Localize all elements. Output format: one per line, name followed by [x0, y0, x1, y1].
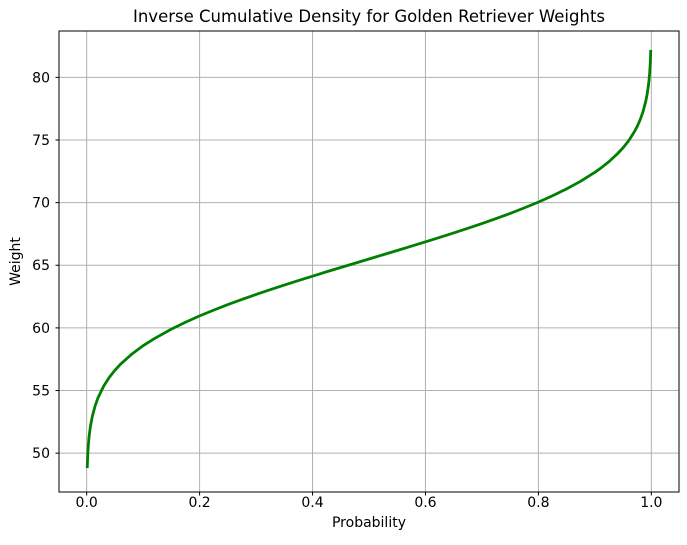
axis-tick-labels: 0.0 0.2 0.4 0.6 0.8 1.0 50 55 60 65 70 75 80: [32, 70, 662, 511]
y-tick-label: 55: [32, 383, 50, 399]
y-tick-label: 75: [32, 133, 50, 149]
data-series: [85, 49, 653, 469]
axes-spines: [58, 30, 680, 493]
y-tick-label: 65: [32, 258, 50, 274]
inverse-cdf-curve: [85, 49, 653, 469]
x-tick-label: 0.8: [527, 495, 549, 511]
x-axis-label: Probability: [332, 515, 406, 531]
grid-lines: [59, 31, 679, 492]
x-tick-label: 0.4: [301, 495, 323, 511]
y-tick-label: 60: [32, 321, 50, 337]
axis-tick-marks: [55, 76, 652, 496]
plot-area: [59, 31, 679, 492]
x-tick-label: 0.2: [188, 495, 210, 511]
x-tick-label: 0.6: [414, 495, 436, 511]
y-axis-label: Weight: [8, 237, 24, 286]
y-tick-label: 70: [32, 196, 50, 212]
chart-title: Inverse Cumulative Density for Golden Re…: [133, 7, 605, 26]
x-tick-label: 0.0: [76, 495, 98, 511]
y-tick-label: 80: [32, 70, 50, 86]
x-tick-label: 1.0: [640, 495, 662, 511]
y-tick-label: 50: [32, 446, 50, 462]
